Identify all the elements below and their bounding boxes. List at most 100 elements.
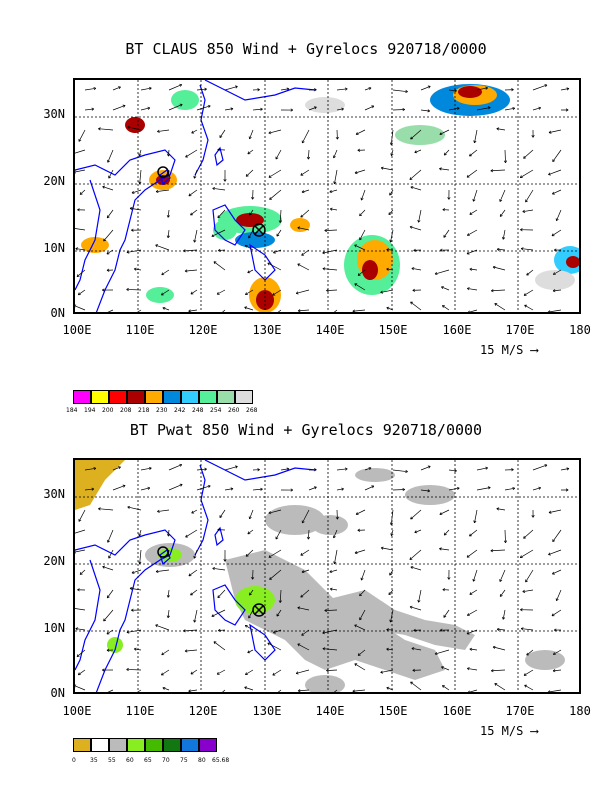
wind-vector-head: [217, 148, 221, 152]
wind-vector: [336, 88, 348, 91]
wind-vector-head: [354, 244, 358, 248]
panel2-cbar-label: 0: [72, 757, 76, 764]
panel1-colorbar-cell: [199, 390, 217, 404]
wind-vector-head: [380, 166, 384, 170]
wind-vector: [468, 309, 478, 312]
wind-vector-head: [91, 107, 95, 111]
wind-vector: [492, 646, 506, 651]
wind-vector: [106, 249, 114, 255]
wind-vector-head: [157, 509, 160, 513]
panel1-cbar-label: 218: [138, 407, 150, 414]
wind-vector: [548, 309, 562, 312]
wind-vector: [390, 129, 394, 145]
wind-vector-head: [166, 153, 171, 157]
wind-vector: [411, 647, 422, 651]
wind-vector-head: [490, 169, 494, 173]
wind-vector: [268, 129, 282, 134]
wind-vector: [84, 87, 96, 91]
wind-vector: [106, 629, 114, 635]
wind-vector: [268, 169, 282, 178]
wind-vector-head: [386, 248, 389, 252]
wind-vector: [167, 549, 170, 557]
wind-vector: [75, 228, 86, 231]
wind-vector: [352, 309, 366, 312]
wind-vector-head: [344, 87, 348, 91]
wind-vector-head: [552, 272, 556, 275]
wind-vector-head: [326, 668, 329, 673]
wind-vector-head: [133, 267, 137, 271]
wind-vector: [560, 468, 570, 471]
wind-vector: [364, 87, 372, 91]
wind-vector: [183, 249, 198, 252]
wind-vector-head: [268, 511, 272, 515]
wind-vector-head: [79, 572, 83, 575]
wind-vector: [553, 269, 562, 275]
panel1-cloud-field: [81, 84, 579, 312]
wind-vector-head: [276, 233, 280, 237]
wind-vector: [301, 509, 310, 524]
wind-vector: [326, 669, 338, 671]
wind-vector: [392, 469, 408, 473]
wind-vector-head: [333, 181, 337, 185]
wind-vector-head: [98, 127, 101, 131]
wind-vector: [466, 629, 478, 635]
wind-vector-head: [126, 250, 130, 254]
wind-vector: [386, 687, 394, 691]
wind-vector: [525, 189, 534, 203]
wind-vector-head: [454, 89, 457, 93]
wind-vector-head: [439, 167, 442, 171]
wind-vector-head: [278, 600, 282, 603]
wind-vector-head: [390, 533, 394, 537]
wind-vector: [439, 509, 450, 515]
wind-vector-head: [440, 628, 443, 632]
wind-vector-head: [466, 174, 470, 178]
wind-vector: [359, 609, 366, 621]
wind-vector-head: [184, 269, 188, 273]
wind-vector-head: [354, 171, 358, 175]
wind-vector-head: [552, 289, 556, 293]
wind-vector-head: [77, 208, 80, 212]
panel2-colorbar-cell: [109, 738, 127, 752]
wind-vector: [75, 248, 86, 251]
wind-vector-head: [191, 510, 195, 514]
wind-vector-head: [552, 652, 556, 655]
wind-vector: [473, 189, 478, 202]
wind-vector: [410, 681, 422, 691]
wind-vector-head: [248, 235, 251, 239]
panel2-lon-150e: 150E: [378, 704, 408, 718]
wind-vector-head: [386, 647, 389, 651]
wind-vector: [443, 229, 450, 238]
wind-vector: [476, 467, 488, 471]
wind-vector-head: [427, 489, 431, 493]
wind-vector-head: [548, 130, 552, 134]
wind-vector-head: [249, 592, 252, 596]
wind-vector-head: [219, 135, 223, 138]
wind-vector: [552, 289, 562, 292]
wind-vector-head: [494, 683, 498, 686]
wind-vector-head: [166, 615, 170, 619]
wind-vector-head: [301, 252, 305, 256]
wind-vector: [532, 487, 541, 491]
wind-vector: [78, 289, 86, 296]
wind-vector-head: [492, 265, 496, 269]
wind-vector-head: [275, 536, 279, 540]
wind-vector: [354, 169, 366, 174]
wind-vector: [521, 628, 534, 631]
wind-vector-head: [126, 287, 129, 292]
wind-vector: [139, 549, 142, 564]
panel2-cbar-label: 70: [162, 757, 170, 764]
wind-vector-head: [102, 565, 106, 569]
wind-vector: [245, 244, 254, 251]
wind-vector: [322, 629, 338, 634]
wind-vector: [127, 126, 142, 131]
wind-vector-head: [409, 177, 413, 180]
wind-vector-head: [160, 292, 164, 296]
wind-vector: [552, 149, 562, 162]
wind-vector-head: [512, 107, 516, 111]
wind-vector-head: [79, 192, 83, 195]
wind-vector: [443, 609, 450, 618]
panel2-lat-30n: 30N: [43, 487, 65, 501]
wind-vector-head: [519, 175, 523, 179]
wind-vector: [380, 669, 394, 673]
wind-vector-head: [131, 570, 135, 574]
